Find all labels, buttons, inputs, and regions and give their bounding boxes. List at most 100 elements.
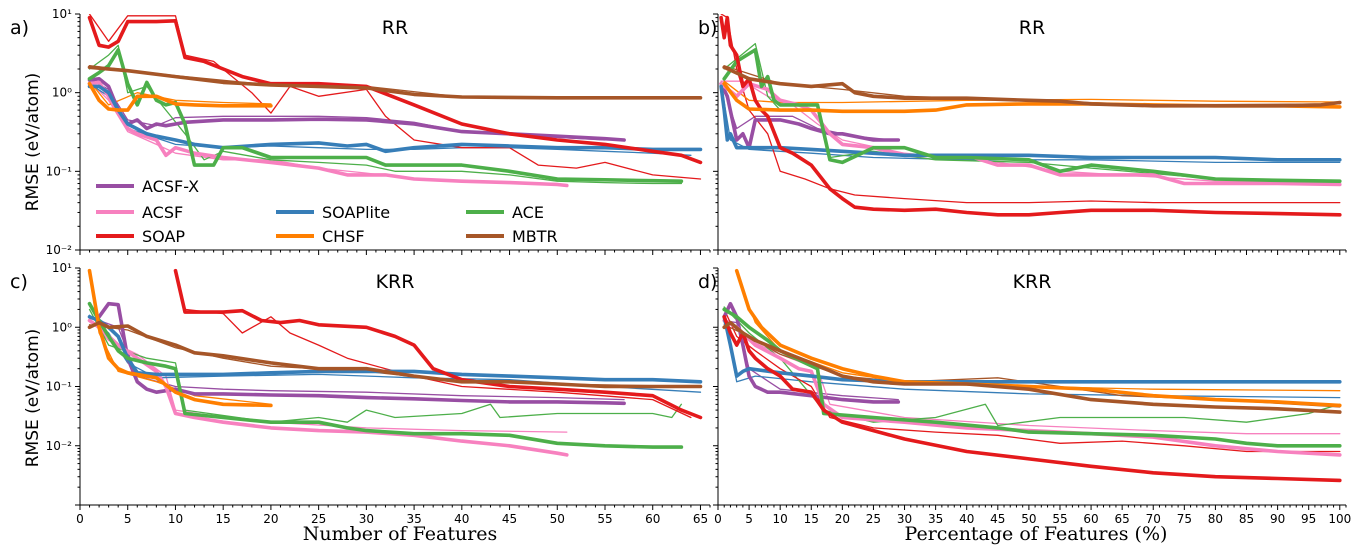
plot-area: [722, 268, 1342, 483]
plot-area: [719, 14, 1342, 217]
x-tick-label: 0: [714, 512, 722, 526]
x-tick-label: 0: [76, 512, 84, 526]
legend-label-ace: ACE: [512, 203, 544, 222]
x-tick-label: 75: [1177, 512, 1192, 526]
legend-label-chsf: CHSF: [322, 227, 365, 246]
plot-area: [87, 268, 703, 457]
x-tick-label: 30: [359, 512, 374, 526]
panel-a: 10¹ 10⁰ 10⁻¹ 10⁻² RR a): [10, 7, 711, 257]
legend-label-mbtr: MBTR: [512, 227, 558, 246]
series-soap-thick-line: [719, 15, 1342, 217]
x-tick-label: 50: [550, 512, 565, 526]
y-axis-label-top: RMSE (eV/atom): [23, 73, 43, 212]
x-tick-label: 35: [928, 512, 943, 526]
x-tick-label: 25: [311, 512, 326, 526]
panel-label: c): [10, 271, 28, 293]
series-acsf-thick-line: [87, 318, 569, 457]
y-tick-label: 10⁻²: [46, 439, 73, 453]
panel-title: KRR: [376, 271, 415, 293]
series-ace-thick-line: [722, 307, 1342, 448]
x-tick-label: 90: [1270, 512, 1285, 526]
x-tick-label: 60: [1083, 512, 1098, 526]
series-acsf-thick-line: [87, 80, 569, 188]
x-tick-label: 70: [1146, 512, 1161, 526]
panel-b: RR b): [698, 13, 1347, 255]
x-tick-label: 10: [773, 512, 788, 526]
series-soap-thin-line: [174, 273, 692, 419]
x-tick-label: 100: [1328, 512, 1351, 526]
x-tick-label: 55: [1052, 512, 1067, 526]
series-chsf-thick-line: [87, 268, 273, 408]
x-tick-label: 65: [1115, 512, 1130, 526]
x-axis-label-right: Percentage of Features (%): [905, 523, 1168, 545]
y-tick-label: 10⁻²: [46, 243, 73, 257]
series-soaplite-thick-line: [87, 315, 703, 384]
panel-title: RR: [1019, 17, 1045, 39]
x-tick-label: 25: [866, 512, 881, 526]
x-tick-label: 40: [454, 512, 469, 526]
legend: ACSF-X ACSF SOAPlite ACE SOAP CHSF MBTR: [96, 177, 558, 246]
x-tick-label: 40: [959, 512, 974, 526]
panel-title: RR: [382, 17, 408, 39]
series-acsf-x-thin-line: [723, 319, 899, 401]
legend-label-soaplite: SOAPlite: [322, 203, 390, 222]
x-tick-label: 45: [502, 512, 517, 526]
series-ace-thin-line: [88, 308, 683, 423]
panel-label: d): [698, 271, 717, 293]
x-axis-label-left: Number of Features: [303, 523, 498, 545]
x-tick-label: 35: [406, 512, 421, 526]
series-mbtr-thick-line: [87, 65, 703, 100]
series-soap-thin-line: [720, 14, 1341, 204]
y-tick-label: 10¹: [52, 261, 72, 275]
x-tick-label: 15: [804, 512, 819, 526]
series-mbtr-thick-line: [87, 320, 703, 389]
plot-area: [87, 14, 703, 188]
legend-label-acsf-x: ACSF-X: [142, 177, 199, 196]
y-tick-label: 10⁰: [52, 86, 72, 100]
series-soap-thick-line: [173, 268, 703, 420]
y-tick-label: 10¹: [52, 7, 72, 21]
series-chsf-thick-line: [734, 268, 1342, 408]
series-mbtr-thick-line: [722, 65, 1342, 108]
series-soaplite-thick-line: [87, 84, 703, 154]
x-tick-label: 85: [1239, 512, 1254, 526]
y-tick-label: 10⁻¹: [46, 164, 73, 178]
series-soap-thin-line: [723, 308, 1341, 453]
y-tick-label: 10⁻¹: [46, 380, 73, 394]
x-tick-label: 60: [645, 512, 660, 526]
x-tick-label: 55: [597, 512, 612, 526]
series-soaplite-thin-line: [723, 314, 1341, 399]
series-acsf-x-thick-line: [719, 81, 901, 150]
series-soaplite-thin-line: [720, 83, 1341, 164]
panel-c: 10¹ 10⁰ 10⁻¹ 10⁻² 0 5 10 15 20 25 30 35 40 45 50 55 60 65…: [10, 261, 711, 526]
x-tick-label: 5: [745, 512, 753, 526]
panel-label: a): [10, 17, 29, 39]
x-tick-label: 50: [1021, 512, 1036, 526]
x-tick-label: 30: [897, 512, 912, 526]
series-soap-thick-line: [722, 315, 1342, 483]
series-ace-thick-line: [87, 48, 684, 183]
x-tick-label: 20: [835, 512, 850, 526]
y-axis-label-bottom: RMSE (eV/atom): [23, 329, 43, 468]
legend-label-acsf: ACSF: [142, 203, 183, 222]
series-soaplite-thick-line: [719, 84, 1342, 162]
panel-label: b): [698, 17, 717, 39]
y-tick-label: 10⁰: [52, 320, 72, 334]
x-tick-label: 5: [124, 512, 132, 526]
x-tick-label: 20: [263, 512, 278, 526]
series-mbtr-thick-line: [722, 320, 1342, 414]
x-tick-label: 10: [168, 512, 183, 526]
x-tick-label: 45: [990, 512, 1005, 526]
panel-title: KRR: [1013, 271, 1052, 293]
x-tick-label: 95: [1301, 512, 1316, 526]
legend-label-soap: SOAP: [142, 227, 185, 246]
series-ace-thick-line: [87, 301, 684, 449]
x-tick-label: 80: [1208, 512, 1223, 526]
panel-d: 0 5 10 15 20 25 30 35 40 45 50 55 60 65 70 75 80 85 90 95 10…: [698, 267, 1351, 526]
series-acsf-thin-line: [723, 317, 1341, 435]
x-tick-label: 65: [693, 512, 708, 526]
series-chsf-thick-line: [87, 81, 273, 112]
series-acsf-thick-line: [722, 318, 1342, 457]
series-ace-thin-line: [723, 306, 1341, 427]
